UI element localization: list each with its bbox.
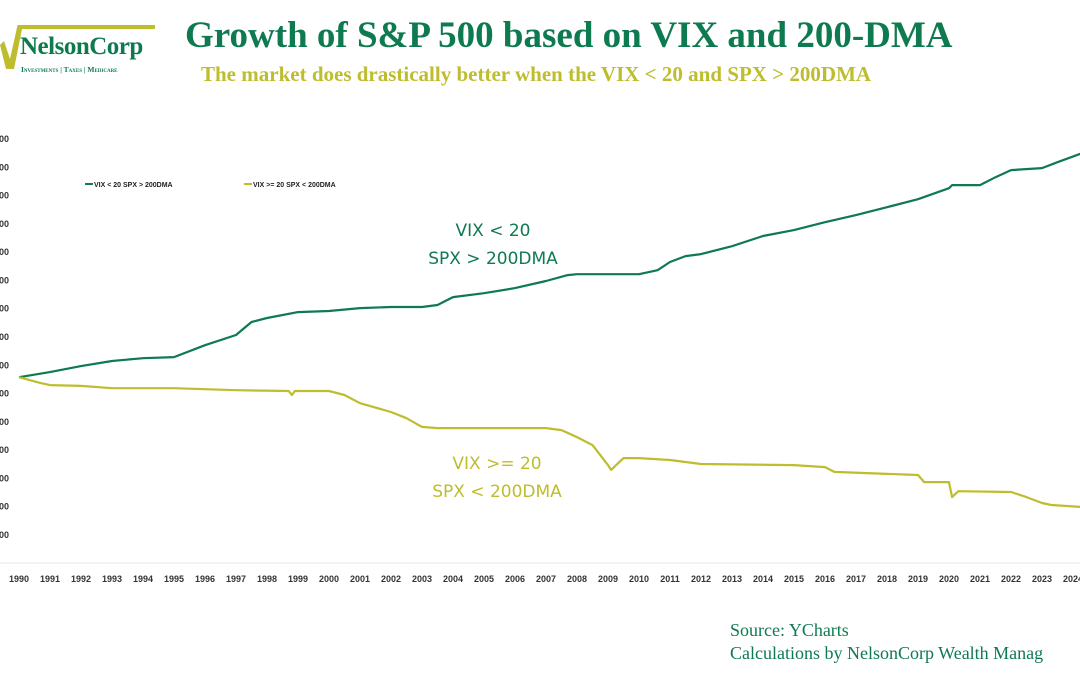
x-tick-label: 2010 (629, 574, 649, 584)
y-tick-label: 00 (0, 219, 9, 229)
annotation-label: VIX < 20 (456, 221, 531, 241)
legend-label: VIX >= 20 SPX < 200DMA (253, 182, 336, 189)
x-tick-label: 2012 (691, 574, 711, 584)
x-tick-label: 2020 (939, 574, 959, 584)
y-tick-label: 00 (0, 304, 9, 314)
y-tick-label: 00 (0, 134, 9, 144)
y-tick-label: 00 (0, 389, 9, 399)
calculations-text: Calculations by NelsonCorp Wealth Manag (730, 643, 1044, 663)
annotation-label: SPX < 200DMA (432, 482, 562, 502)
x-tick-label: 1994 (133, 574, 153, 584)
x-tick-label: 1999 (288, 574, 308, 584)
x-tick-label: 2001 (350, 574, 370, 584)
x-tick-label: 2017 (846, 574, 866, 584)
chart-subtitle: The market does drastically better when … (201, 62, 872, 86)
series-line-vix-high (18, 376, 1080, 508)
x-tick-label: 1991 (40, 574, 60, 584)
x-tick-label: 2015 (784, 574, 804, 584)
x-tick-label: 2021 (970, 574, 990, 584)
y-tick-label: 00 (0, 445, 9, 455)
x-tick-label: 2007 (536, 574, 556, 584)
x-tick-label: 1993 (102, 574, 122, 584)
annotation-label: VIX >= 20 (452, 454, 541, 474)
x-tick-label: 2013 (722, 574, 742, 584)
x-tick-label: 1995 (164, 574, 184, 584)
x-tick-label: 2008 (567, 574, 587, 584)
x-tick-label: 2009 (598, 574, 618, 584)
series-line-vix-low (18, 152, 1080, 379)
x-tick-label: 2000 (319, 574, 339, 584)
chart-area: 1990 1991 1992 1993 1994 1995 1996 1997 1998 1999… (0, 134, 1080, 584)
y-tick-label: 00 (0, 162, 9, 172)
logo-tagline: Investments | Taxes | Medicare (21, 65, 118, 74)
x-tick-label: 2023 (1032, 574, 1052, 584)
x-tick-label: 2024 (1063, 574, 1080, 584)
y-tick-label: 00 (0, 191, 9, 201)
x-tick-label: 2002 (381, 574, 401, 584)
x-tick-label: 1996 (195, 574, 215, 584)
y-tick-label: 00 (0, 275, 9, 285)
x-tick-label: 2003 (412, 574, 432, 584)
x-tick-label: 2011 (660, 574, 680, 584)
annotation-label: SPX > 200DMA (428, 249, 558, 269)
x-tick-label: 1992 (71, 574, 91, 584)
x-tick-label: 1997 (226, 574, 246, 584)
logo-name: NelsonCorp (20, 33, 143, 60)
x-tick-label: 2005 (474, 574, 494, 584)
y-tick-label: 00 (0, 332, 9, 342)
y-tick-label: 00 (0, 530, 9, 540)
x-tick-label: 2022 (1001, 574, 1021, 584)
y-tick-label: 00 (0, 502, 9, 512)
y-tick-label: 00 (0, 360, 9, 370)
legend-label: VIX < 20 SPX > 200DMA (94, 182, 173, 189)
chart-title: Growth of S&P 500 based on VIX and 200-D… (185, 15, 953, 56)
nelsoncorp-logo: NelsonCorp Investments | Taxes | Medicar… (0, 25, 155, 75)
x-tick-label: 2019 (908, 574, 928, 584)
x-tick-label: 2018 (877, 574, 897, 584)
x-tick-label: 1998 (257, 574, 277, 584)
y-tick-label: 00 (0, 473, 9, 483)
y-tick-label: 00 (0, 417, 9, 427)
source-text: Source: YCharts (730, 620, 849, 640)
x-tick-label: 2014 (753, 574, 773, 584)
x-tick-label: 2006 (505, 574, 525, 584)
x-tick-label: 1990 (9, 574, 29, 584)
x-tick-label: 2016 (815, 574, 835, 584)
y-tick-label: 00 (0, 247, 9, 257)
x-tick-label: 2004 (443, 574, 463, 584)
